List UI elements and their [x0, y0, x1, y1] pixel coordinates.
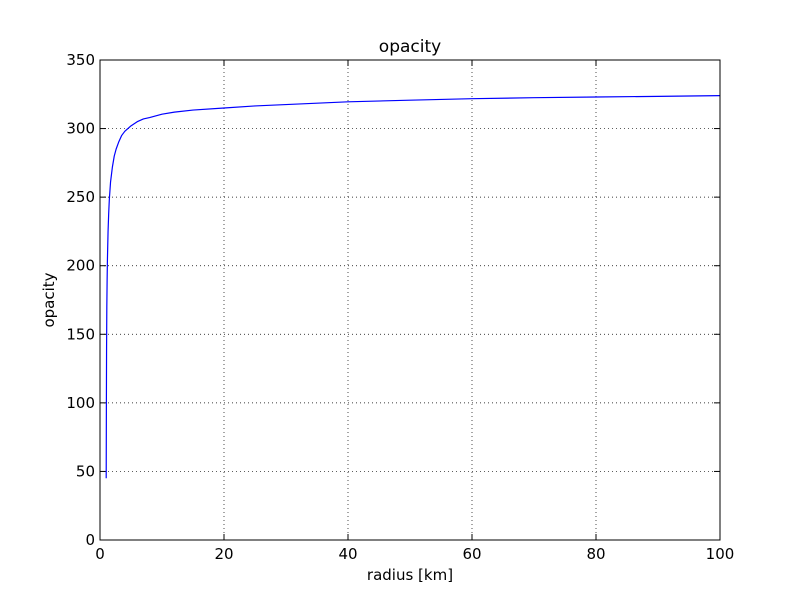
- x-tick-label: 20: [214, 545, 233, 563]
- opacity-series-line: [105, 95, 721, 479]
- y-tick-label: 100: [66, 394, 95, 412]
- x-tick-label: 40: [338, 545, 357, 563]
- grid: [100, 60, 720, 540]
- y-tick-label: 0: [85, 531, 95, 549]
- series-layer: [105, 95, 721, 479]
- x-tick-label: 100: [706, 545, 735, 563]
- x-tick-label: 0: [95, 545, 105, 563]
- chart-title: opacity: [379, 37, 441, 57]
- x-tick-label: 80: [586, 545, 605, 563]
- y-tick-label: 300: [66, 120, 95, 138]
- y-tick-label: 250: [66, 188, 95, 206]
- y-tick-label: 200: [66, 257, 95, 275]
- y-tick-label: 150: [66, 325, 95, 343]
- y-tick-label: 50: [76, 462, 95, 480]
- x-tick-label: 60: [462, 545, 481, 563]
- plot-frame: [99, 59, 721, 541]
- y-axis-label: opacity: [40, 272, 58, 327]
- x-axis-label: radius [km]: [367, 566, 453, 584]
- y-tick-label: 350: [66, 51, 95, 69]
- tick-labels: 0 20 40 60 80 100 0 50 100 150 200 250 300 350: [66, 51, 734, 563]
